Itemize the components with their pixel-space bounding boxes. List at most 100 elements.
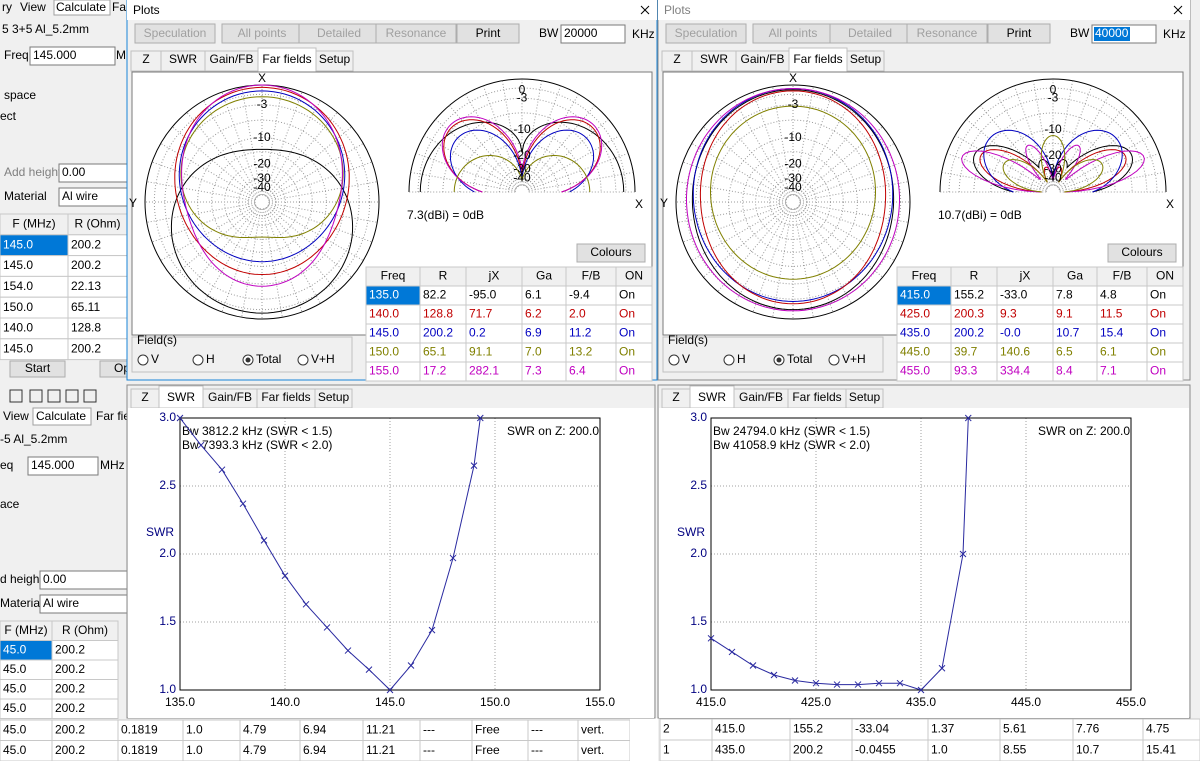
swr-point [386,686,394,694]
table-cell-text: 11.2 [569,326,592,340]
axis-title: SWR [146,525,174,539]
pattern-curve [699,90,887,305]
polar-spoke [203,100,259,197]
menu-item[interactable]: ry [2,0,12,14]
polar-spoke [221,91,261,196]
button[interactable] [987,23,1051,44]
tab-label: Far fields [792,390,841,404]
polar-spoke [267,206,352,278]
polar-spoke [151,161,256,201]
table-cell-text: 45.0 [3,743,27,757]
pattern-curve [1002,134,1104,193]
table-header: Freq [381,269,406,283]
radio[interactable] [828,354,840,366]
freq-combobox[interactable] [29,46,116,66]
tab[interactable] [788,47,848,73]
bandwidth-note: Bw 3812.2 kHz (SWR < 1.5) [182,424,332,438]
polar-spoke [267,126,352,198]
menu-item[interactable]: View [20,0,46,14]
table-cell-text: 128.8 [71,321,101,335]
pattern-curve [983,129,1123,193]
polar-ring [958,97,1148,193]
button[interactable] [906,23,988,44]
table-cell-text: vert. [581,722,604,736]
button[interactable] [134,23,216,44]
ring-label: -10 [513,122,531,136]
tab[interactable] [257,47,317,73]
menu-item[interactable]: Far fie [96,409,130,423]
pattern-curve [686,88,900,312]
freq-combobox[interactable] [27,456,99,476]
button-label: Resonance [917,26,978,40]
table-cell-text: 1.37 [931,722,955,736]
radio[interactable] [192,354,204,366]
tab-label: Z [141,390,148,404]
menu-item[interactable]: Calculate [56,0,106,14]
swr-point [365,666,373,673]
ring-label: -10 [784,130,802,144]
label: space [4,88,36,102]
table-cell [1142,739,1200,761]
swr-point [260,537,268,544]
table-cell-text: 145.0 [3,341,33,355]
polar-ring [778,187,808,217]
table-cell-text: 65.1 [423,345,447,359]
button[interactable] [665,23,747,44]
table-cell-text: 4.75 [1146,722,1170,736]
polar-spoke [172,206,257,278]
polar-spoke [799,161,904,201]
table-cell-text: 200.2 [55,701,85,715]
x-tick-label: 445.0 [1011,695,1041,709]
label: KHz [632,27,655,41]
button[interactable] [456,23,520,44]
x-tick-label: 135.0 [165,695,195,709]
ring-label: -40 [513,171,531,185]
polar-spoke [146,202,256,223]
menu-tab [32,407,92,426]
table-cell-text: 200.2 [55,743,85,757]
polar-spoke [691,205,788,261]
tab[interactable] [846,50,885,72]
polar-spoke [682,161,787,201]
table-cell-text: On [1150,307,1166,321]
button-label: All points [769,26,818,40]
table-cell-text: 5.61 [1003,722,1027,736]
button-label: Speculation [144,26,207,40]
table-cell-text: 6.9 [525,326,542,340]
table-header: jX [488,269,500,283]
table-cell-text: 200.2 [71,341,101,355]
button[interactable] [9,360,66,378]
swr-point [407,662,415,669]
radio[interactable] [668,354,680,366]
label: ect [0,109,17,123]
menu-item[interactable]: Calculate [36,409,86,423]
table-cell-text: 1.0 [931,743,948,757]
table-cell-text: 4.79 [243,722,267,736]
swr-point [854,681,862,688]
polar-spoke [717,207,789,292]
radio[interactable] [137,354,149,366]
colours-button[interactable] [1107,243,1177,263]
bw-combobox[interactable] [560,24,626,44]
colours-button[interactable] [576,243,646,263]
pattern-curve [972,145,1134,193]
button[interactable] [375,23,457,44]
radio-label: H [206,352,215,366]
table-cell-text: 140.0 [3,321,33,335]
polar-spoke [752,91,792,196]
table-cell-text: On [1150,364,1166,378]
ring-label: -20 [784,157,802,171]
menu-item[interactable]: View [3,409,29,423]
radio[interactable] [297,354,309,366]
pattern-curve [170,148,354,314]
radio[interactable] [723,354,735,366]
ring-label: -3 [1048,90,1059,104]
tab[interactable] [315,50,354,72]
x-tick-label: 435.0 [906,695,936,709]
polar-ring [1029,168,1077,193]
polar-outer [939,78,1167,193]
button-label: Detailed [848,26,892,40]
table-cell-text: 4.79 [243,743,267,757]
pattern-curve [453,155,591,193]
menu-item[interactable]: Fa [112,0,126,14]
